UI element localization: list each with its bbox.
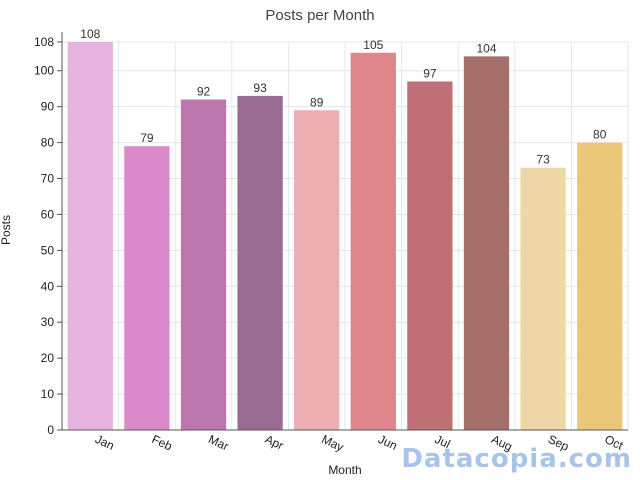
data-label: 105 xyxy=(363,38,383,52)
data-label: 79 xyxy=(140,131,154,145)
y-tick-label: 50 xyxy=(41,243,55,257)
x-tick-label: Jul xyxy=(433,432,453,451)
bar-sep xyxy=(520,167,566,431)
data-label: 93 xyxy=(253,81,267,95)
data-label: 97 xyxy=(423,67,437,81)
y-tick-label: 60 xyxy=(41,207,55,221)
data-label: 104 xyxy=(476,41,496,55)
bar-feb xyxy=(124,146,170,430)
y-axis-title: Posts xyxy=(0,215,13,245)
y-tick-label: 40 xyxy=(41,279,55,293)
y-tick-label: 90 xyxy=(41,100,55,114)
y-tick-label: 70 xyxy=(41,172,55,186)
data-label: 89 xyxy=(310,95,324,109)
y-tick-label: 10 xyxy=(41,387,55,401)
y-tick-label: 20 xyxy=(41,351,55,365)
y-tick-label: 30 xyxy=(41,315,55,329)
y-tick-label: 108 xyxy=(34,35,54,49)
x-tick-label: Jan xyxy=(93,432,116,453)
data-label: 73 xyxy=(536,153,550,167)
data-label: 92 xyxy=(197,84,211,98)
data-label: 108 xyxy=(80,27,100,41)
data-label: 80 xyxy=(593,128,607,142)
x-tick-label: Feb xyxy=(150,432,175,454)
bar-jun xyxy=(350,52,396,431)
y-tick-label: 0 xyxy=(47,423,54,437)
bars xyxy=(67,42,623,431)
y-tick-label: 80 xyxy=(41,136,55,150)
x-tick-label: Jun xyxy=(376,432,399,453)
chart-title: Posts per Month xyxy=(265,7,374,24)
x-tick-label: May xyxy=(319,432,345,454)
watermark-logo: Datacopia.com xyxy=(401,444,632,474)
bar-apr xyxy=(237,95,283,430)
bar-jul xyxy=(407,81,453,430)
bar-jan xyxy=(67,42,113,430)
x-tick-label: Mar xyxy=(206,432,231,453)
bar-aug xyxy=(463,56,510,431)
bar-mar xyxy=(180,99,227,431)
x-tick-label: Apr xyxy=(263,432,286,453)
x-axis-title: Month xyxy=(328,463,361,477)
y-tick-label: 100 xyxy=(34,64,54,78)
axes xyxy=(57,32,628,431)
bar-may xyxy=(294,110,340,430)
bar-oct xyxy=(577,142,623,430)
